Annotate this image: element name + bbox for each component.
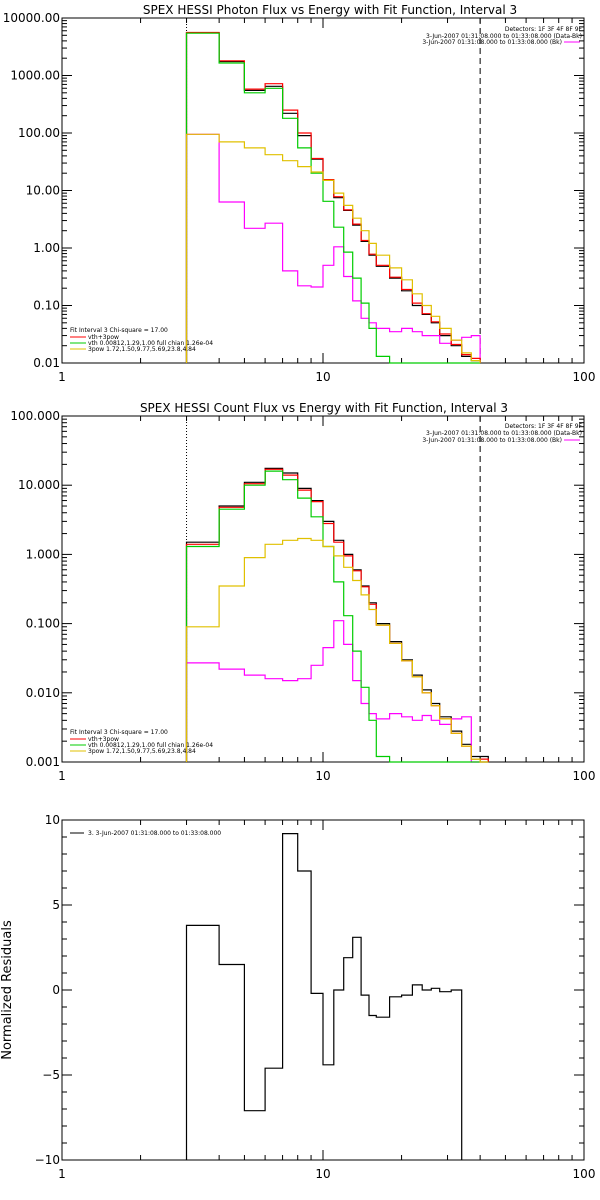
count-flux-ytick-label: 0.100	[26, 617, 60, 631]
photon-flux-ytick-label: 1.00	[33, 241, 60, 255]
photon-flux-legend: Fit Interval 3 Chi-square = 17.00 vth+3p…	[70, 327, 213, 353]
residuals-xtick-label: 10	[315, 1167, 330, 1181]
photon-flux-series-2	[185, 31, 481, 363]
photon-flux-header-bk: 3-Jun-2007 01:31:08.000 to 01:33:08.000 …	[422, 39, 562, 46]
count-flux-ytick-label: 0.001	[26, 755, 60, 769]
count-flux-ytick-label: 100.000	[10, 409, 60, 423]
count-flux-xtick-label: 10	[315, 769, 330, 783]
photon-flux-panel: SPEX HESSI Photon Flux vs Energy with Fi…	[3, 3, 596, 384]
photon-flux-legend-vth: vth 0.00812,1.29,1.00 full chian 1.26e-0…	[88, 340, 213, 347]
photon-flux-detectors: Detectors: 1F 3F 4F 8F 9F	[505, 26, 583, 33]
count-flux-header-bk: 3-Jun-2007 01:31:08.000 to 01:33:08.000 …	[422, 437, 562, 444]
residuals-ytick-label: −10	[35, 1153, 60, 1167]
photon-flux-legend-title: Fit Interval 3 Chi-square = 17.00	[70, 327, 168, 334]
count-flux-legend-3pow: 3pow 1.72,1.50,9.77,5.69,23.8,4.84	[88, 748, 196, 755]
count-flux-ytick-label: 0.010	[26, 686, 60, 700]
photon-flux-axes: 1 10 100 0.01 0.10 1.00 10.00 100.00 1000.00 1000…	[3, 11, 596, 384]
count-flux-ytick-label: 1.000	[26, 547, 60, 561]
residuals-ytick-label: −5	[42, 1068, 60, 1082]
photon-flux-header: Detectors: 1F 3F 4F 8F 9F 3-Jun-2007 01:…	[422, 26, 582, 46]
count-flux-header: Detectors: 1F 3F 4F 8F 9F 3-Jun-2007 01:…	[422, 423, 582, 444]
count-flux-xtick-label: 1	[58, 769, 66, 783]
residuals-ytick-label: 5	[52, 898, 60, 912]
residuals-ytick-label: 10	[45, 813, 60, 827]
count-flux-reference-lines	[186, 416, 481, 762]
residuals-axes: 1 10 100 −10 −5 0 5 10	[35, 813, 596, 1181]
photon-flux-ytick-label: 0.10	[33, 299, 60, 313]
residuals-ytick-label: 0	[52, 983, 60, 997]
photon-flux-series-4	[185, 133, 481, 363]
residuals-series-0	[185, 833, 463, 1160]
photon-flux-series-1	[185, 133, 481, 363]
photon-flux-series-0	[185, 32, 481, 363]
residuals-series	[185, 833, 463, 1160]
count-flux-series-1	[185, 620, 489, 763]
photon-flux-xtick-label: 10	[315, 370, 330, 384]
residuals-panel: 1 10 100 −10 −5 0 5 10 Normalized Residuals 3. …	[0, 813, 595, 1181]
photon-flux-ytick-label: 100.00	[18, 126, 60, 140]
photon-flux-header-data-bk: 3-Jun-2007 01:31:08.000 to 01:33:08.000 …	[426, 33, 582, 40]
photon-flux-legend-vth3pow: vth+3pow	[88, 334, 119, 341]
photon-flux-ytick-label: 1000.00	[10, 69, 60, 83]
count-flux-series-3	[185, 470, 489, 763]
count-flux-header-data-bk: 3-Jun-2007 01:31:08.000 to 01:33:08.000 …	[426, 430, 582, 437]
count-flux-series-2	[185, 468, 489, 762]
photon-flux-xtick-label: 100	[573, 370, 596, 384]
residuals-ylabel: Normalized Residuals	[0, 920, 15, 1060]
count-flux-title: SPEX HESSI Count Flux vs Energy with Fit…	[140, 401, 508, 415]
photon-flux-ytick-label: 10000.00	[3, 11, 60, 25]
photon-flux-ytick-label: 0.01	[33, 356, 60, 370]
count-flux-series-0	[185, 467, 489, 762]
photon-flux-title: SPEX HESSI Photon Flux vs Energy with Fi…	[143, 3, 517, 17]
residuals-legend: 3. 3-Jun-2007 01:31:08.000 to 01:33:08.0…	[70, 830, 221, 837]
count-flux-series-4	[185, 537, 489, 763]
count-flux-ytick-label: 10.000	[18, 478, 60, 492]
residuals-frame	[61, 819, 585, 1161]
residuals-xtick-label: 100	[573, 1167, 596, 1181]
residuals-legend-label: 3. 3-Jun-2007 01:31:08.000 to 01:33:08.0…	[88, 830, 221, 837]
photon-flux-xtick-label: 1	[58, 370, 66, 384]
count-flux-panel: SPEX HESSI Count Flux vs Energy with Fit…	[10, 401, 595, 783]
count-flux-series	[185, 467, 489, 763]
count-flux-legend-vth: vth 0.00812,1.29,1.00 full chian 1.26e-0…	[88, 742, 213, 749]
count-flux-legend-title: Fit Interval 3 Chi-square = 17.00	[70, 729, 168, 736]
photon-flux-ytick-label: 10.00	[26, 184, 60, 198]
count-flux-legend-vth3pow: vth+3pow	[88, 736, 119, 743]
count-flux-legend: Fit Interval 3 Chi-square = 17.00 vth+3p…	[70, 729, 213, 755]
residuals-xtick-label: 1	[58, 1167, 66, 1181]
photon-flux-legend-3pow: 3pow 1.72,1.50,9.77,5.69,23.8,4.84	[88, 346, 196, 353]
count-flux-xtick-label: 100	[573, 769, 596, 783]
photon-flux-series	[185, 31, 481, 364]
count-flux-axes: 1 10 100 0.001 0.010 0.100 1.000 10.000 100.000	[10, 409, 595, 783]
count-flux-frame	[61, 415, 585, 763]
count-flux-detectors: Detectors: 1F 3F 4F 8F 9F	[505, 423, 583, 430]
photon-flux-series-3	[185, 32, 481, 364]
